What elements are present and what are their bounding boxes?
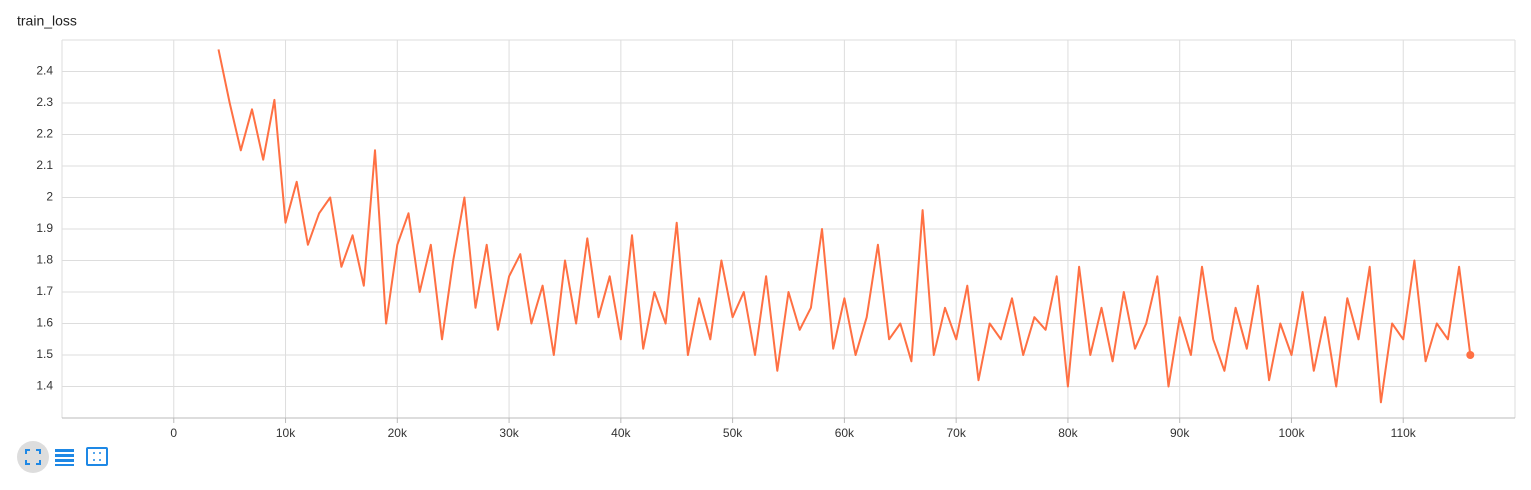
x-tick-label: 90k xyxy=(1170,426,1190,440)
toggle-log-button[interactable] xyxy=(55,449,74,466)
x-tick-label: 0 xyxy=(170,426,177,440)
last-point xyxy=(1466,351,1475,359)
series-line xyxy=(217,49,1472,404)
y-tick-label: 1.5 xyxy=(36,347,53,361)
grid xyxy=(61,39,1516,418)
x-tick-label: 50k xyxy=(723,426,743,440)
axes: 1.4 1.5 1.6 1.7 1.8 1.9 2 2.1 2.2 2.3 2.4 0 10k 20k 30… xyxy=(36,64,1515,440)
fit-domain-button[interactable] xyxy=(17,441,49,473)
y-tick-label: 2.3 xyxy=(36,95,53,109)
plot-area xyxy=(217,49,1475,404)
expand-button[interactable] xyxy=(86,447,108,466)
y-tick-label: 2.2 xyxy=(36,127,53,141)
y-tick-label: 1.9 xyxy=(36,221,53,235)
y-tick-label: 2.1 xyxy=(36,158,53,172)
x-tick-label: 40k xyxy=(611,426,631,440)
y-tick-label: 2.4 xyxy=(36,64,53,78)
x-tick-label: 30k xyxy=(499,426,519,440)
x-tick-label: 80k xyxy=(1058,426,1078,440)
y-tick-label: 2 xyxy=(46,190,53,204)
x-tick-label: 70k xyxy=(946,426,966,440)
x-tick-label: 60k xyxy=(835,426,855,440)
x-tick-label: 10k xyxy=(276,426,296,440)
x-tick-label: 20k xyxy=(388,426,408,440)
y-tick-label: 1.6 xyxy=(36,316,53,330)
chart-title: train_loss xyxy=(17,13,77,29)
y-tick-label: 1.7 xyxy=(36,284,53,298)
y-tick-label: 1.8 xyxy=(36,253,53,267)
x-tick-label: 110k xyxy=(1391,426,1417,440)
x-tick-label: 100k xyxy=(1278,426,1305,440)
y-tick-label: 1.4 xyxy=(36,379,53,393)
